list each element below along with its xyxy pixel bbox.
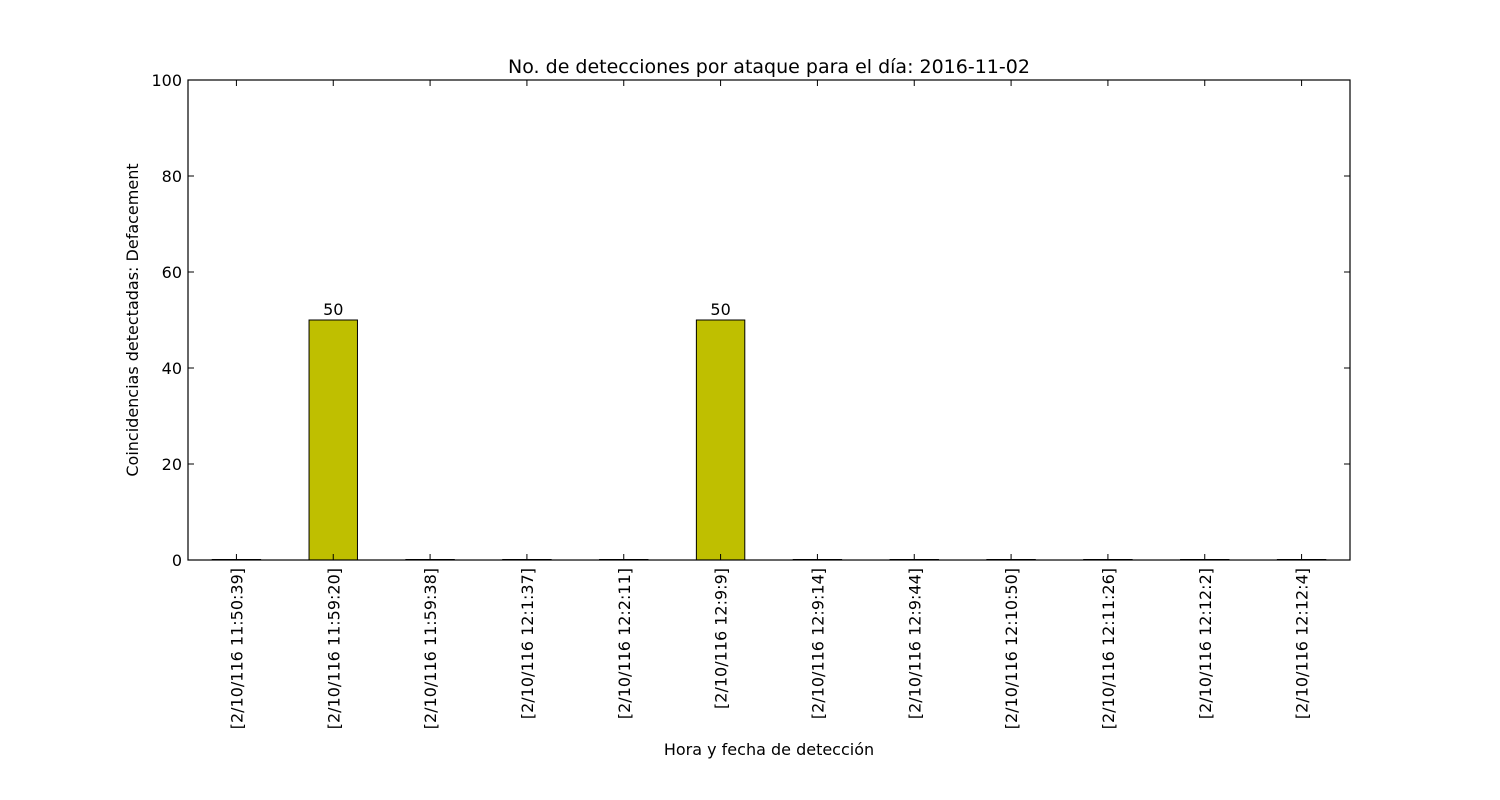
bar [695, 319, 746, 561]
x-tick-label: [2/10/116 12:9:9] [712, 568, 731, 709]
x-tick-label: [2/10/116 11:59:38] [421, 568, 440, 729]
y-tick-label: 0 [172, 551, 182, 570]
y-tick-label: 20 [162, 455, 182, 474]
x-tick-label: [2/10/116 11:50:39] [227, 568, 246, 729]
y-tick-label: 40 [162, 359, 182, 378]
x-axis-label: Hora y fecha de detección [664, 740, 874, 759]
plot-frame [187, 79, 1351, 561]
x-tick-label: [2/10/116 12:9:14] [808, 568, 827, 719]
bar [308, 319, 358, 561]
x-tick-label: [2/10/116 12:12:4] [1293, 568, 1312, 719]
y-tick-label: 60 [162, 263, 182, 282]
y-tick-label: 80 [162, 167, 182, 186]
x-tick-label: [2/10/116 12:2:11] [615, 568, 634, 719]
bar-value-label: 50 [323, 300, 343, 319]
y-axis-label: Coincidencias detectadas: Defacement [123, 163, 142, 476]
bar-value-label: 50 [710, 300, 730, 319]
chart-title: No. de detecciones por ataque para el dí… [508, 56, 1030, 78]
x-tick-label: [2/10/116 12:1:37] [518, 568, 537, 719]
x-tick-label: [2/10/116 12:12:2] [1196, 568, 1215, 719]
y-tick-label: 100 [151, 71, 182, 90]
x-tick-label: [2/10/116 12:11:26] [1099, 568, 1118, 729]
x-tick-label: [2/10/116 11:59:20] [324, 568, 343, 729]
labels-layer: 50 50 [2/10/116 11:50:39] [2/10/116 11:59:2… [151, 71, 1311, 729]
x-tick-label: [2/10/116 12:9:44] [905, 568, 924, 719]
x-tick-label: [2/10/116 12:10:50] [1002, 568, 1021, 729]
